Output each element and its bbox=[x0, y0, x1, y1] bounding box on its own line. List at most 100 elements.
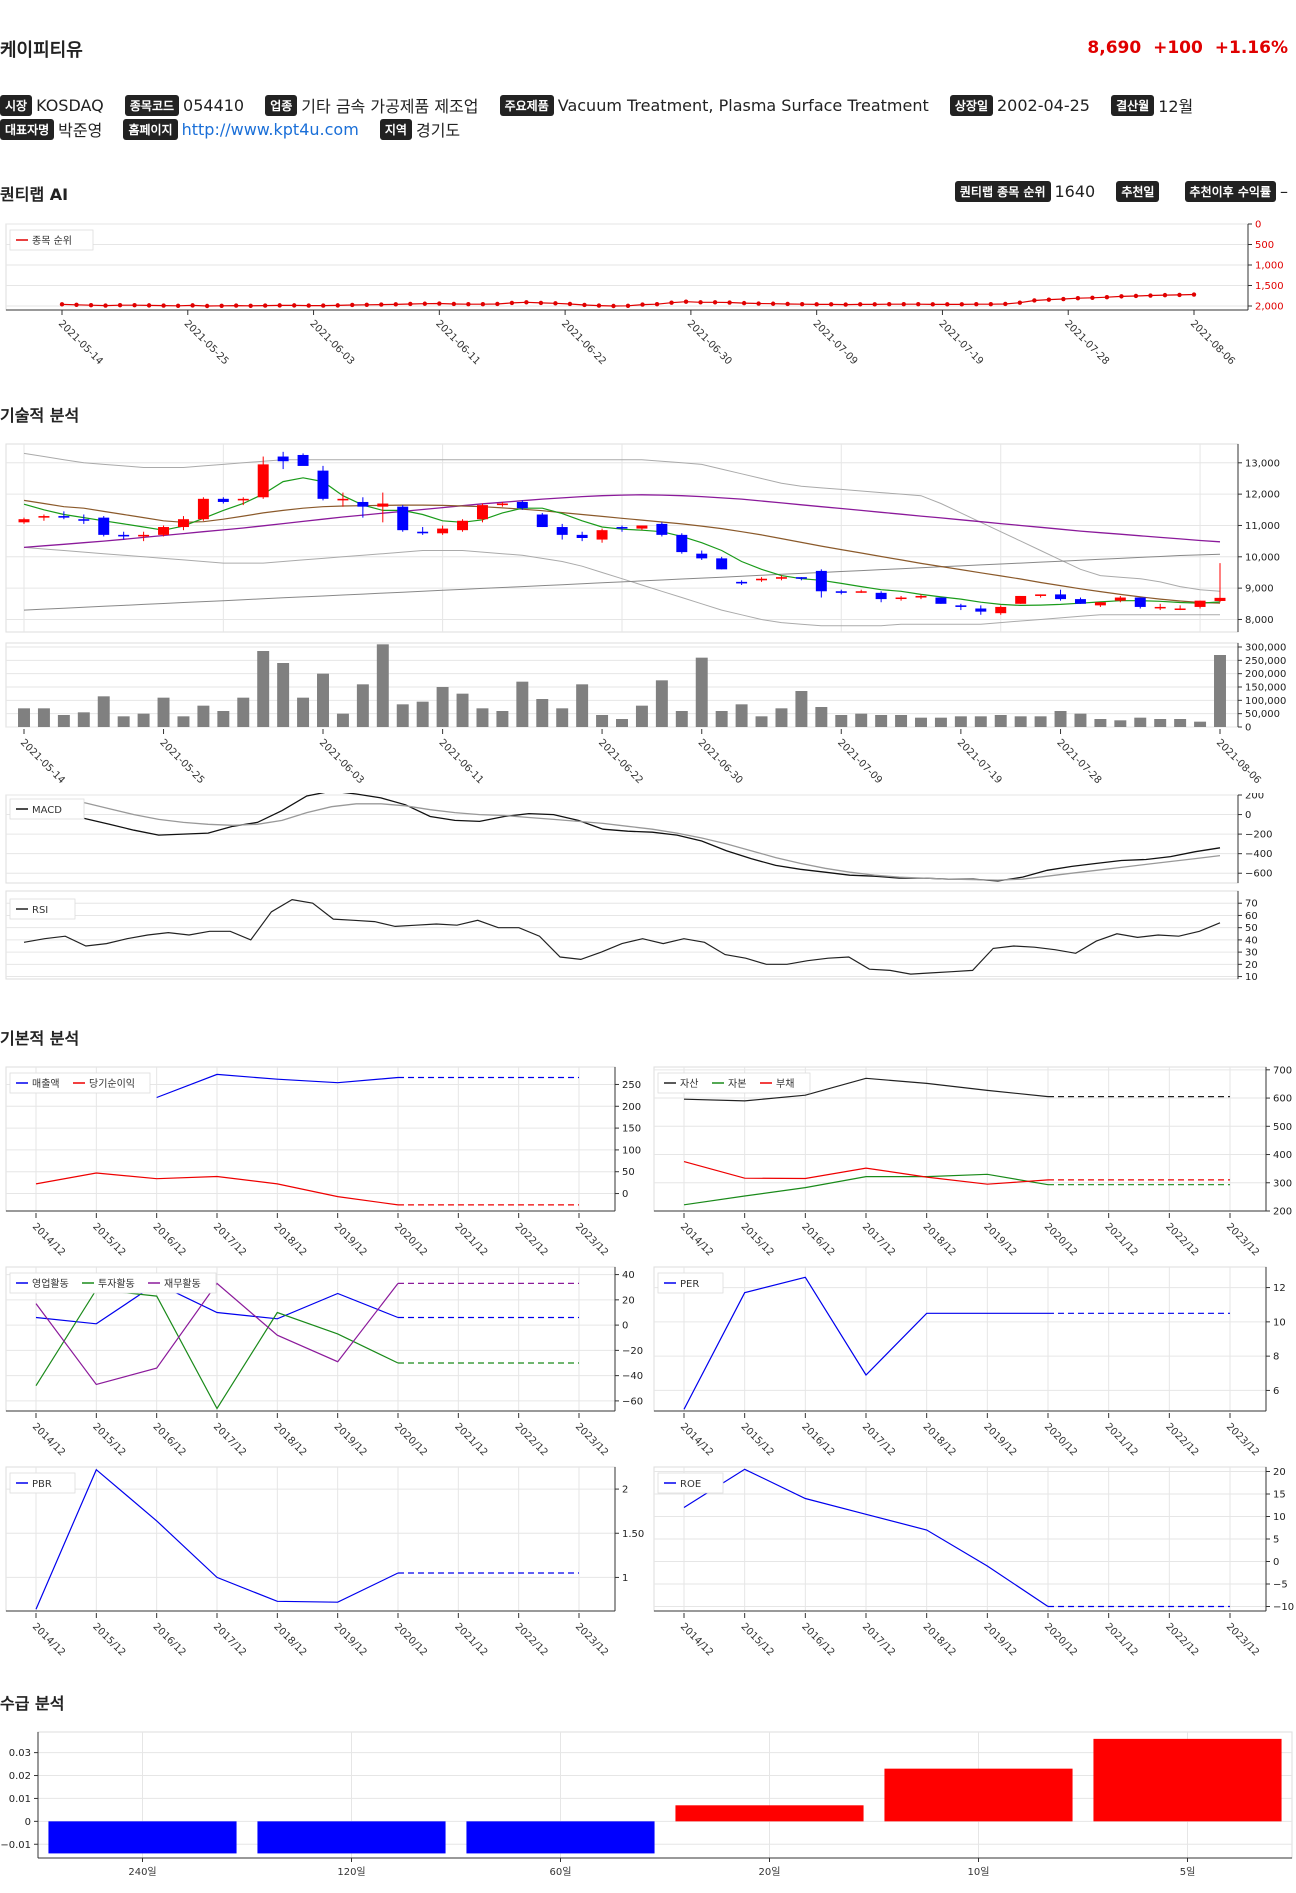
x-tick-label: 120일 bbox=[337, 1866, 365, 1878]
volume-bar bbox=[875, 715, 888, 727]
candle-body bbox=[775, 577, 787, 579]
y-tick-label: 2 bbox=[622, 1485, 628, 1496]
candle-body bbox=[1035, 594, 1047, 596]
x-tick-label: 2018/12 bbox=[921, 1621, 958, 1658]
x-tick-label: 2021-05-14 bbox=[18, 737, 67, 786]
candle-body bbox=[756, 578, 768, 581]
x-tick-label: 2023/12 bbox=[573, 1221, 610, 1258]
rsi-line bbox=[23, 898, 1221, 975]
rank-point bbox=[625, 303, 631, 308]
supply-bar bbox=[884, 1768, 1073, 1822]
candle-body bbox=[297, 454, 309, 466]
y-tick-label: 60 bbox=[1245, 911, 1258, 922]
volume-bar bbox=[536, 699, 549, 727]
volume-bar bbox=[735, 704, 748, 727]
x-tick-label: 2018/12 bbox=[271, 1621, 308, 1658]
candle-body bbox=[736, 581, 748, 584]
rank-point bbox=[582, 302, 587, 308]
candle-body bbox=[257, 464, 269, 498]
x-tick-label: 2015/12 bbox=[90, 1621, 127, 1658]
rank-point bbox=[379, 302, 384, 307]
rank-point bbox=[117, 302, 123, 308]
rank-point bbox=[799, 301, 805, 307]
y-tick-label: −20 bbox=[622, 1346, 643, 1357]
legend-label: 매출액 bbox=[32, 1078, 60, 1090]
rank-point bbox=[1046, 297, 1052, 302]
volume-chart: 2021-05-14 2021-05-25 2021-06-03 2021-06-11… bbox=[5, 642, 1286, 786]
volume-bar bbox=[1094, 719, 1107, 727]
macd-signal-line bbox=[59, 799, 1221, 881]
candle-body bbox=[377, 503, 389, 507]
x-tick-label: 2014/12 bbox=[30, 1221, 67, 1258]
candle-body bbox=[78, 519, 90, 521]
volume-bar bbox=[954, 716, 967, 727]
rank-point bbox=[103, 303, 108, 308]
y-tick-label: 50,000 bbox=[1245, 709, 1280, 720]
volume-bar bbox=[376, 644, 389, 727]
fiscal-badge: 결산월 bbox=[1111, 94, 1155, 116]
candle-body bbox=[935, 597, 947, 604]
volume-bar bbox=[336, 713, 349, 727]
roe-chart: 2014/12 2015/12 2016/12 2017/12 2018/12 2019/… bbox=[653, 1466, 1294, 1658]
volume-bar bbox=[994, 715, 1007, 727]
rank-point bbox=[1191, 292, 1197, 297]
candle-body bbox=[1094, 602, 1106, 606]
legend-box bbox=[657, 1272, 724, 1294]
y-tick-label: 300,000 bbox=[1245, 643, 1286, 654]
x-tick-label: 2021/12 bbox=[1103, 1621, 1140, 1658]
candle-body bbox=[955, 605, 967, 607]
volume-bar bbox=[177, 716, 190, 727]
rank-point bbox=[959, 302, 964, 307]
y-tick-label: 30 bbox=[1245, 948, 1258, 959]
fundamental-line bbox=[35, 1172, 399, 1206]
candle-body bbox=[1174, 608, 1186, 610]
candle-body bbox=[815, 570, 827, 592]
rank-point bbox=[132, 302, 137, 308]
y-tick-label: 500 bbox=[1255, 240, 1274, 251]
y-tick-label: 12,000 bbox=[1245, 490, 1280, 501]
y-tick-label: 1.50 bbox=[622, 1529, 644, 1540]
x-tick-label: 2021-05-14 bbox=[56, 318, 105, 367]
homepage-link[interactable]: http://www.kpt4u.com bbox=[181, 119, 359, 139]
x-tick-label: 2021-06-22 bbox=[559, 318, 608, 367]
y-tick-label: −60 bbox=[622, 1396, 643, 1407]
volume-bar bbox=[655, 680, 668, 727]
x-tick-label: 2023/12 bbox=[1224, 1221, 1261, 1258]
y-tick-label: 13,000 bbox=[1245, 458, 1280, 469]
ma120-line bbox=[23, 553, 1221, 611]
x-tick-label: 2015/12 bbox=[739, 1421, 776, 1458]
candle-body bbox=[397, 506, 409, 531]
candle-body bbox=[616, 527, 628, 529]
volume-bar bbox=[1194, 721, 1207, 727]
x-tick-label: 2014/12 bbox=[678, 1621, 715, 1658]
y-tick-label: −40 bbox=[622, 1371, 643, 1382]
rank-point bbox=[858, 302, 863, 307]
candle-body bbox=[357, 501, 369, 507]
volume-bar bbox=[476, 708, 489, 727]
volume-bar bbox=[97, 696, 110, 727]
y-tick-label: 0.01 bbox=[9, 1794, 31, 1805]
x-tick-label: 2021/12 bbox=[452, 1421, 489, 1458]
y-tick-label: 0 bbox=[1273, 1557, 1279, 1568]
listing-badge: 상장일 bbox=[949, 94, 993, 116]
candle-body bbox=[975, 608, 987, 612]
x-tick-label: 5일 bbox=[1180, 1866, 1196, 1878]
technical-section-title: 기술적 분석 bbox=[0, 406, 80, 425]
y-tick-label: 0 bbox=[25, 1817, 31, 1828]
supply-bar bbox=[1093, 1738, 1282, 1822]
rank-point bbox=[495, 301, 500, 307]
legend-label: ROE bbox=[680, 1479, 701, 1490]
legend-box bbox=[657, 1072, 811, 1094]
y-tick-label: −400 bbox=[1245, 849, 1272, 860]
candle-body bbox=[337, 498, 349, 501]
y-tick-label: 250 bbox=[622, 1080, 641, 1091]
candle-body bbox=[636, 525, 648, 529]
fundamental-line bbox=[683, 1173, 1049, 1206]
candle-body bbox=[995, 606, 1007, 614]
candle-body bbox=[696, 553, 708, 559]
rank-point bbox=[437, 301, 442, 306]
ceo-badge: 대표자명 bbox=[0, 118, 55, 140]
y-tick-label: 2,000 bbox=[1255, 302, 1284, 313]
x-tick-label: 2018/12 bbox=[271, 1221, 308, 1258]
rank-point bbox=[1003, 301, 1008, 307]
